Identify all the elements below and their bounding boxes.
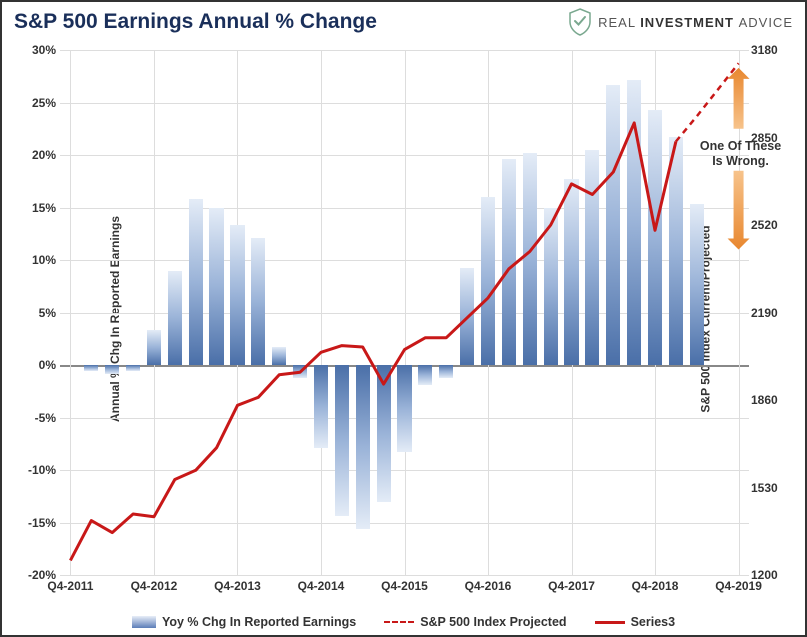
y-tick-left: 25% <box>28 96 56 110</box>
sp500-line <box>70 123 676 561</box>
legend-label: Yoy % Chg In Reported Earnings <box>162 615 356 629</box>
y-tick-right: 1530 <box>751 481 781 495</box>
y-tick-left: -10% <box>28 463 56 477</box>
brand-logo: REAL INVESTMENT ADVICE <box>568 8 793 36</box>
x-tick: Q4-2018 <box>632 579 679 593</box>
legend-item-bars: Yoy % Chg In Reported Earnings <box>132 615 356 629</box>
legend-label: S&P 500 Index Projected <box>420 615 566 629</box>
x-tick: Q4-2017 <box>548 579 595 593</box>
y-tick-left: 0% <box>28 358 56 372</box>
y-tick-right: 3180 <box>751 43 781 57</box>
x-tick: Q4-2016 <box>465 579 512 593</box>
y-tick-left: 30% <box>28 43 56 57</box>
y-tick-left: 5% <box>28 306 56 320</box>
header: S&P 500 Earnings Annual % Change REAL IN… <box>2 2 805 40</box>
y-tick-left: 10% <box>28 253 56 267</box>
x-tick: Q4-2019 <box>715 579 762 593</box>
chart-container: S&P 500 Earnings Annual % Change REAL IN… <box>0 0 807 637</box>
legend-label: Series3 <box>631 615 675 629</box>
legend: Yoy % Chg In Reported Earnings S&P 500 I… <box>2 615 805 629</box>
legend-item-dashed: S&P 500 Index Projected <box>384 615 566 629</box>
x-tick: Q4-2015 <box>381 579 428 593</box>
y-tick-right: 1860 <box>751 393 781 407</box>
arrow-icon <box>728 68 750 129</box>
y-tick-right: 2190 <box>751 306 781 320</box>
line-layer <box>60 50 749 575</box>
brand-text: REAL INVESTMENT ADVICE <box>598 15 793 30</box>
y-tick-left: 20% <box>28 148 56 162</box>
y-tick-right: 2520 <box>751 218 781 232</box>
chart-title: S&P 500 Earnings Annual % Change <box>14 10 377 34</box>
legend-item-line: Series3 <box>595 615 675 629</box>
legend-swatch-bar <box>132 616 156 628</box>
x-tick: Q4-2014 <box>298 579 345 593</box>
x-tick: Q4-2011 <box>47 579 93 593</box>
legend-swatch-line <box>595 621 625 624</box>
y-tick-left: 15% <box>28 201 56 215</box>
annotation-text: One Of TheseIs Wrong. <box>693 139 789 169</box>
x-tick: Q4-2012 <box>131 579 178 593</box>
plot-area <box>60 50 749 575</box>
y-tick-left: -15% <box>28 516 56 530</box>
x-tick: Q4-2013 <box>214 579 261 593</box>
sp500-projected-line <box>676 63 739 141</box>
arrow-icon <box>728 171 750 250</box>
shield-icon <box>568 8 592 36</box>
y-tick-left: -5% <box>28 411 56 425</box>
legend-swatch-dash <box>384 621 414 623</box>
